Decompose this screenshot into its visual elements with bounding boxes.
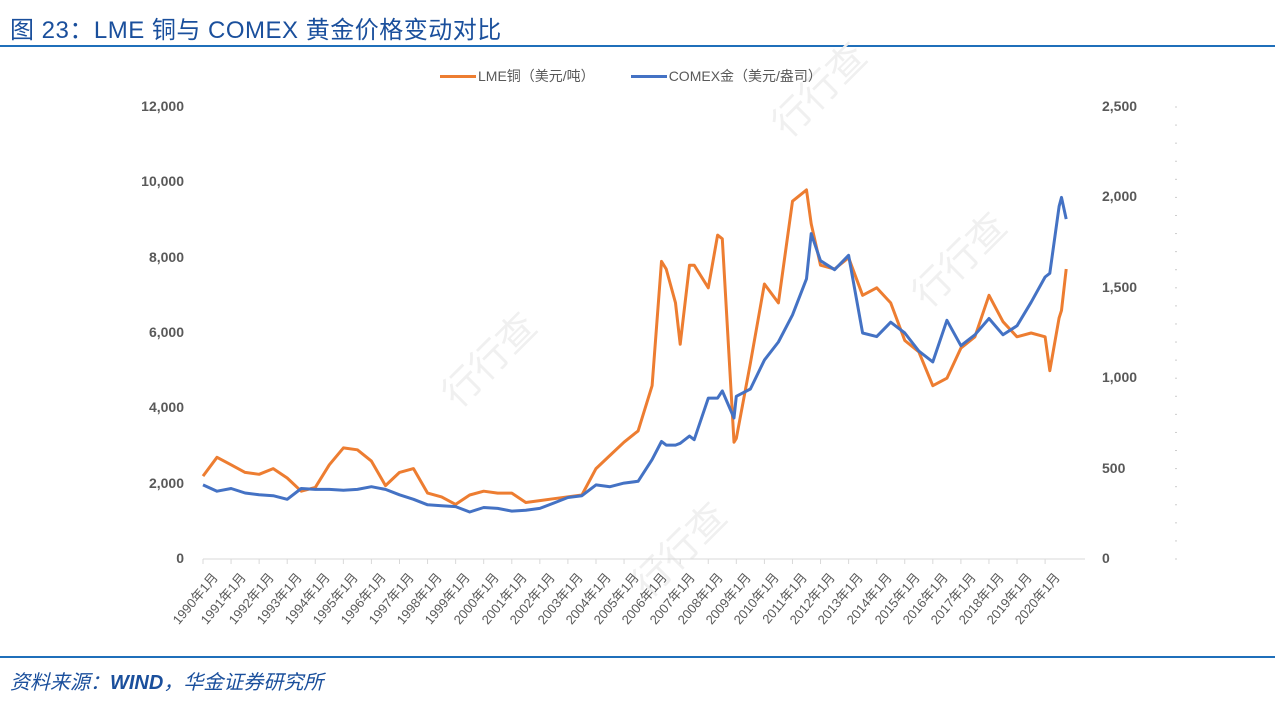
chart-legend: LME铜（美元/吨） COMEX金（美元/盎司）: [440, 66, 822, 86]
legend-label-gold: COMEX金（美元/盎司）: [668, 68, 822, 84]
legend-item-gold: COMEX金（美元/盎司）: [630, 66, 822, 86]
left-axis-tick-label: 2,000: [148, 474, 184, 491]
right-axis-tick-marks: [1175, 106, 1177, 560]
legend-item-copper: LME铜（美元/吨）: [440, 66, 595, 86]
right-axis-tick-label: 0: [1102, 550, 1110, 566]
left-axis-tick-label: 0: [176, 550, 184, 566]
copper-price-line: [201, 188, 1068, 506]
right-axis-tick-label: 2,000: [1102, 188, 1138, 205]
source-suffix: ，华金证券研究所: [163, 672, 324, 694]
gold-price-line: [202, 195, 1068, 514]
right-axis-tick-label: 1,500: [1102, 278, 1138, 295]
left-axis-tick-label: 12,000: [141, 98, 184, 114]
x-axis-tick-marks: [202, 559, 1046, 564]
legend-label-copper: LME铜（美元/吨）: [478, 68, 595, 84]
source-main: WIND: [110, 672, 164, 694]
left-axis-tick-label: 10,000: [141, 173, 184, 190]
right-axis-tick-label: 2,500: [1102, 98, 1138, 114]
legend-swatch-gold: [630, 74, 667, 78]
right-axis-tick-label: 1,000: [1102, 369, 1138, 386]
left-axis-tick-label: 4,000: [148, 399, 184, 416]
left-axis-tick-label: 8,000: [148, 248, 184, 265]
right-axis-tick-label: 500: [1102, 459, 1126, 476]
title-divider: [0, 45, 1275, 47]
footer-divider: [0, 656, 1275, 658]
legend-swatch-copper: [440, 74, 476, 78]
left-axis-tick-label: 6,000: [148, 324, 184, 340]
figure-title: 图 23：LME 铜与 COMEX 黄金价格变动对比: [10, 17, 502, 44]
source-note: 资料来源：WIND，华金证券研究所: [10, 666, 323, 695]
source-prefix: 资料来源：: [10, 672, 110, 694]
